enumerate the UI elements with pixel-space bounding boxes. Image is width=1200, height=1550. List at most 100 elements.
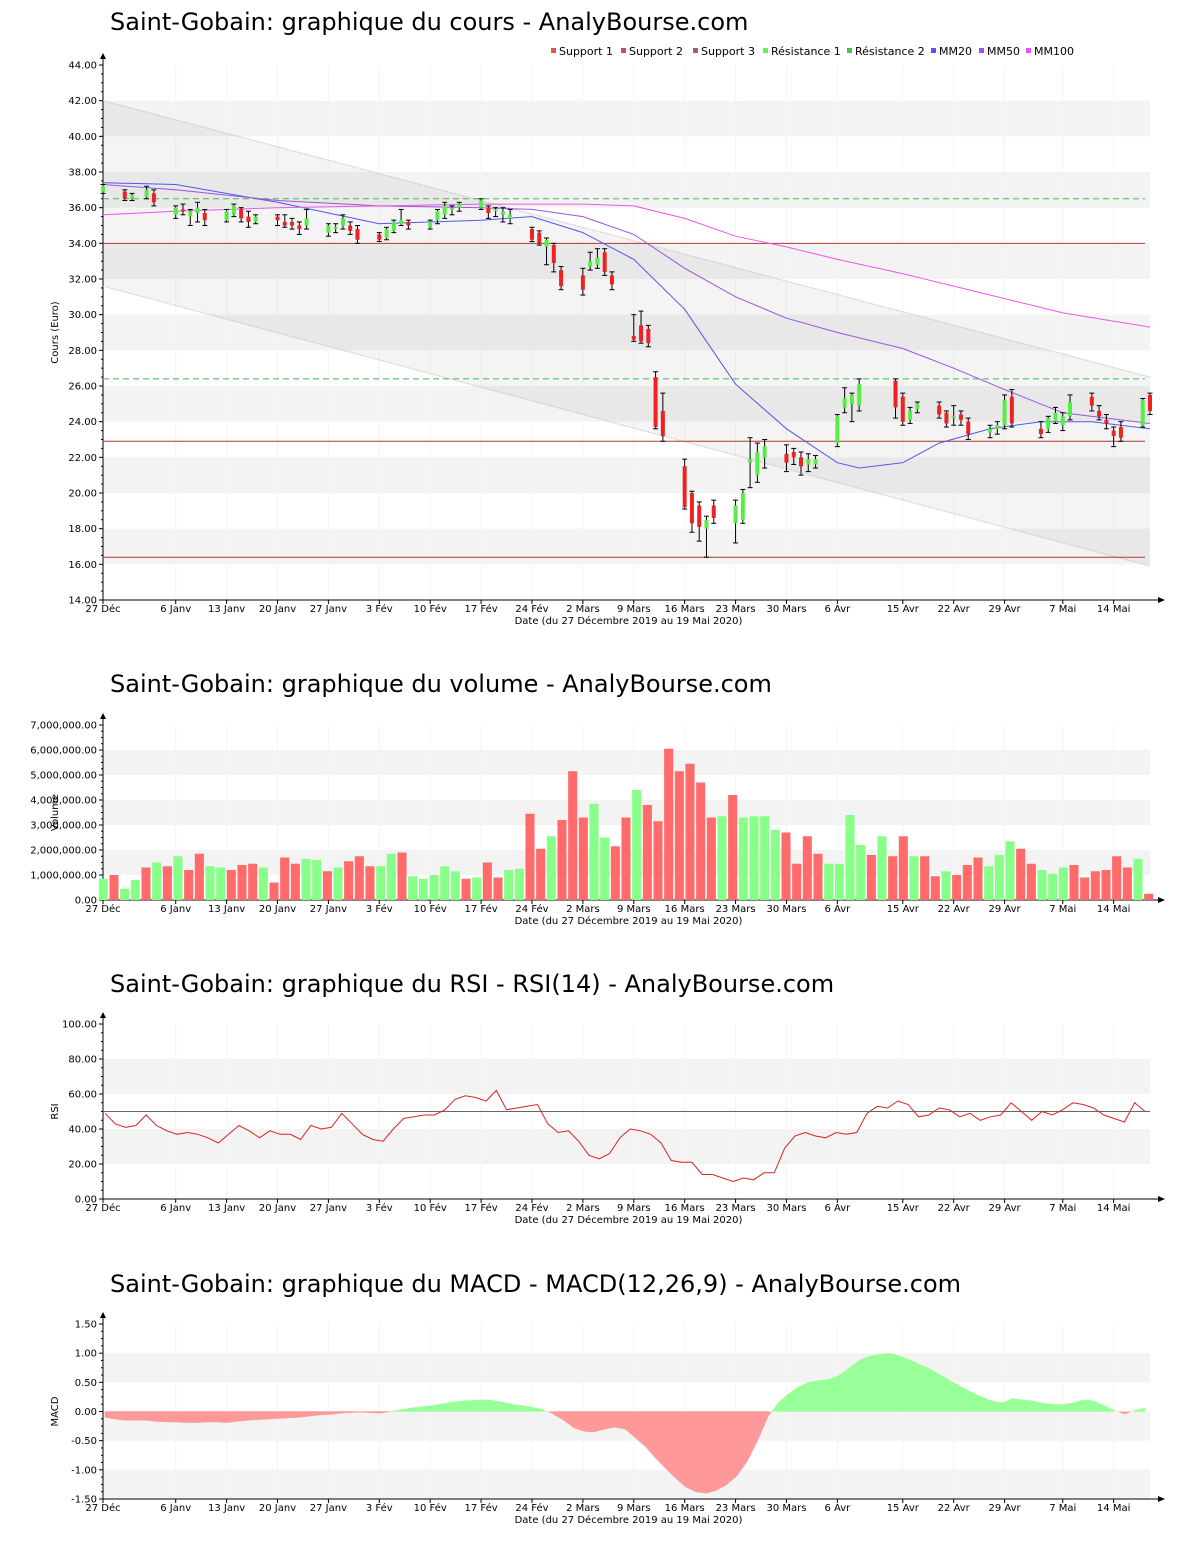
candle xyxy=(427,219,433,230)
price-y-tick-label: 24.00 xyxy=(68,417,97,428)
rsi-x-tick-label: 3 Fév xyxy=(366,1202,393,1214)
price-chart-title: Saint-Gobain: graphique du cours - Analy… xyxy=(110,8,749,36)
price-grid-band xyxy=(103,100,1150,137)
price-y-tick-label: 22.00 xyxy=(68,453,97,464)
candle-body xyxy=(1068,402,1073,417)
candle-body xyxy=(500,211,505,215)
rsi-x-tick-label: 27 Janv xyxy=(310,1203,347,1214)
candle xyxy=(129,192,135,202)
price-x-tick-label: 30 Mars xyxy=(766,604,806,615)
macd-x-tick-label: 23 Mars xyxy=(716,1503,756,1514)
candle-body xyxy=(762,446,767,458)
rsi-x-tick-label: 14 Mai xyxy=(1097,1203,1130,1214)
macd-negative-segment xyxy=(1124,1411,1132,1415)
candle-body xyxy=(551,245,556,263)
candle xyxy=(1060,412,1066,432)
macd-positive-segment xyxy=(390,1409,401,1412)
candle-body xyxy=(937,405,942,415)
volume-bar xyxy=(258,867,268,900)
trend-channel xyxy=(102,100,1151,567)
candle xyxy=(449,205,455,216)
candle xyxy=(943,410,949,428)
candle xyxy=(180,203,186,216)
volume-bar xyxy=(888,856,898,900)
candle-body xyxy=(966,421,971,435)
candle xyxy=(791,447,797,465)
volume-y-axis-arrow xyxy=(100,713,106,719)
candle xyxy=(1103,414,1109,430)
candle xyxy=(689,490,695,533)
macd-y-tick-label: -0.50 xyxy=(71,1436,97,1447)
price-x-tick-label: 27 Janv xyxy=(310,604,347,615)
price-x-tick-label: 2 Mars xyxy=(566,604,600,615)
candle xyxy=(144,185,150,200)
volume-bar xyxy=(1005,841,1015,900)
macd-negative-segment xyxy=(369,1411,381,1414)
candle xyxy=(893,378,899,419)
candle-body xyxy=(893,380,898,408)
price-y-tick-label: 28.00 xyxy=(68,346,97,357)
candle-body xyxy=(333,227,338,230)
price-y-tick-label: 32.00 xyxy=(68,275,97,286)
volume-bar xyxy=(152,862,162,900)
volume-bar xyxy=(514,868,524,900)
macd-negative-segment xyxy=(288,1411,299,1419)
volume-bar xyxy=(920,856,930,900)
volume-bar xyxy=(461,878,471,900)
macd-negative-segment xyxy=(675,1411,687,1488)
rsi-grid-band xyxy=(103,1129,1150,1164)
volume-bar xyxy=(184,870,194,900)
volume-bar xyxy=(770,830,780,900)
candle-body xyxy=(486,207,491,214)
macd-negative-segment xyxy=(547,1411,554,1415)
volume-bar xyxy=(696,782,706,900)
volume-x-tick-label: 16 Mars xyxy=(665,904,705,915)
volume-x-tick-label: 29 Avr xyxy=(988,904,1021,915)
candle xyxy=(965,417,971,440)
volume-bar xyxy=(1122,867,1132,900)
macd-y-tick-label: -1.50 xyxy=(71,1495,97,1506)
price-y-tick-label: 26.00 xyxy=(68,382,97,393)
candle-body xyxy=(1097,410,1102,417)
volume-bar xyxy=(1048,873,1058,900)
rsi-x-tick-label: 6 Janv xyxy=(160,1203,191,1214)
macd-positive-segment xyxy=(1022,1399,1034,1412)
macd-y-tick-label: 0.00 xyxy=(75,1407,97,1418)
candles xyxy=(100,183,1153,558)
candle xyxy=(951,405,957,426)
macd-positive-segment xyxy=(920,1364,932,1412)
candle xyxy=(1089,392,1095,412)
macd-positive-segment xyxy=(492,1400,503,1412)
macd-negative-segment xyxy=(135,1411,147,1421)
candle xyxy=(456,201,462,212)
macd-x-tick-label: 9 Mars xyxy=(617,1503,651,1514)
macd-negative-segment xyxy=(716,1411,728,1491)
macd-positive-segment xyxy=(859,1355,870,1412)
macd-x-tick-label: 27 Janv xyxy=(310,1503,347,1514)
volume-y-tick-label: 7,000,000.00 xyxy=(30,721,97,732)
candle xyxy=(333,223,339,234)
candle-body xyxy=(130,195,135,199)
volume-bar xyxy=(717,816,727,900)
candle xyxy=(638,310,644,344)
macd-positive-segment xyxy=(1093,1400,1105,1412)
rsi-panel: Saint-Gobain: graphique du RSI - RSI(14)… xyxy=(0,970,1200,1240)
macd-positive-segment xyxy=(1052,1404,1064,1412)
rsi-x-tick-label: 13 Janv xyxy=(208,1203,245,1214)
volume-bar xyxy=(674,771,684,900)
candle xyxy=(762,439,768,469)
macd-negative-segment xyxy=(257,1411,269,1420)
candle xyxy=(907,406,913,424)
volume-bar xyxy=(728,795,738,900)
volume-bar xyxy=(344,861,354,900)
candle-body xyxy=(1002,400,1007,426)
candle xyxy=(653,371,659,430)
candle xyxy=(442,201,448,219)
candle xyxy=(224,208,230,223)
mm100-line xyxy=(102,203,1151,328)
price-y-axis-label: Cours (Euro) xyxy=(50,301,61,364)
volume-y-axis-label: Volume xyxy=(50,794,61,831)
price-panel: Saint-Gobain: graphique du cours - Analy… xyxy=(0,8,1200,638)
candle-body xyxy=(609,275,614,285)
